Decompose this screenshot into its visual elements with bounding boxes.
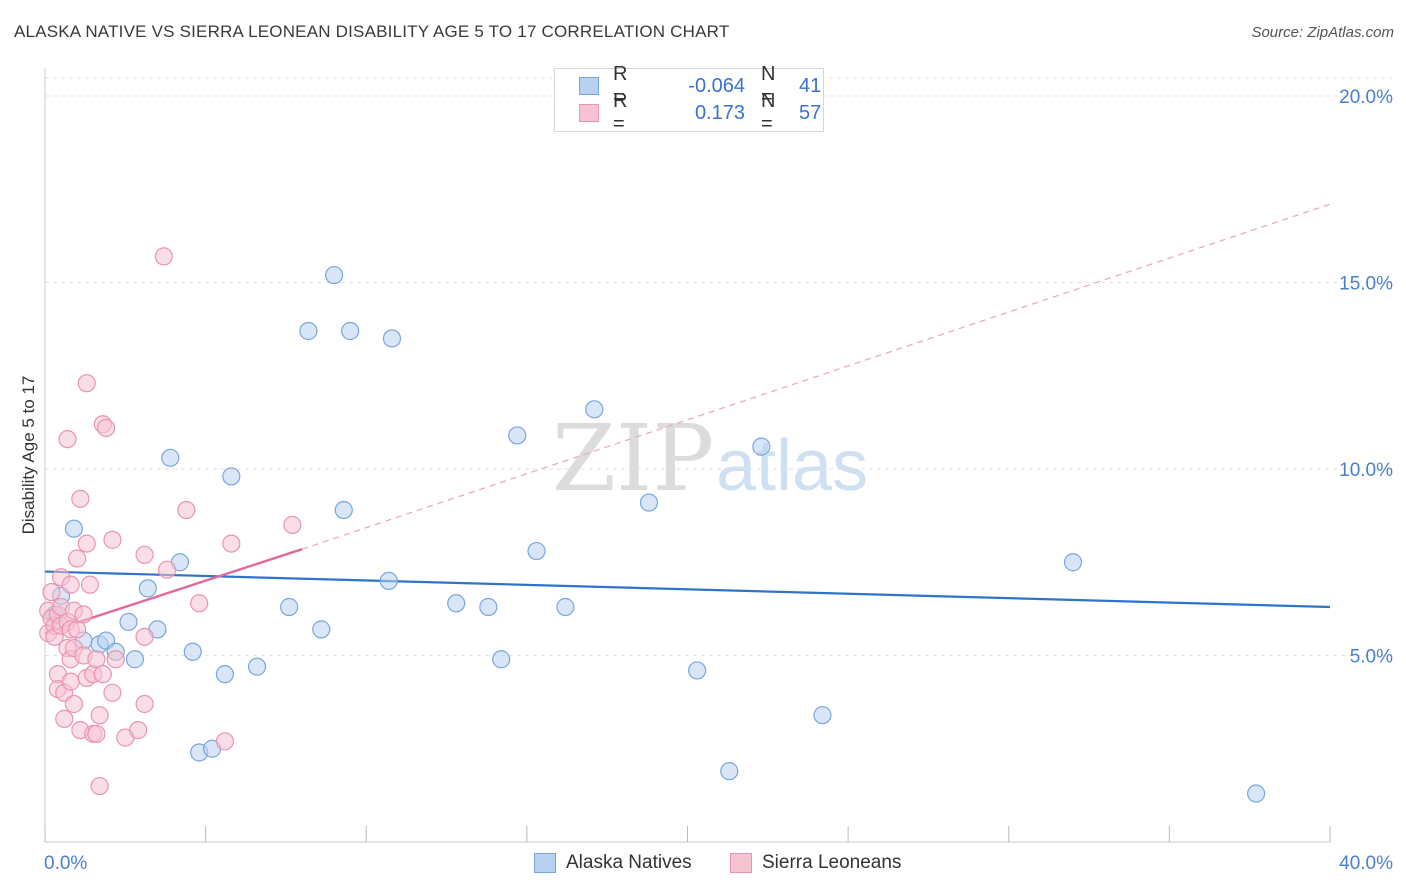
axis-layer	[44, 68, 1331, 843]
legend-n-value: 41	[799, 74, 822, 97]
point-sierra-leonean	[42, 582, 61, 602]
point-sierra-leonean	[215, 732, 234, 751]
point-alaska-native	[639, 493, 659, 512]
point-alaska-native	[479, 597, 498, 617]
points-layer	[39, 247, 1266, 803]
point-alaska-native	[64, 519, 84, 538]
point-alaska-native	[585, 400, 604, 419]
source-label: Source: ZipAtlas.com	[1251, 24, 1394, 41]
point-sierra-leonean	[177, 500, 196, 520]
point-sierra-leonean	[135, 545, 154, 564]
point-sierra-leonean	[74, 605, 93, 624]
point-alaska-native	[334, 500, 353, 520]
trendline-sierra-leoneans-extension	[301, 203, 1331, 550]
x-tick-label: 0.0%	[44, 853, 87, 874]
point-alaska-native	[556, 597, 575, 617]
point-sierra-leonean	[154, 247, 173, 266]
point-alaska-native	[382, 329, 402, 348]
trendline-alaska-natives	[44, 570, 1331, 609]
legend-n-label: N =	[761, 63, 776, 108]
point-sierra-leonean	[96, 418, 116, 438]
label-layer: 5.0% 10.0% 15.0% 20.0% 0.0% 40.0% Disability A…	[19, 87, 1393, 874]
point-alaska-native	[508, 426, 527, 445]
point-sierra-leonean	[64, 694, 84, 714]
watermark-zip: ZIP	[552, 405, 714, 512]
point-alaska-native	[280, 597, 299, 617]
point-alaska-native	[312, 620, 331, 639]
point-alaska-native	[161, 448, 180, 467]
point-alaska-native	[247, 657, 267, 676]
legend-r-value: 0.173	[694, 101, 745, 124]
bottom-legend-swatch-blue	[534, 853, 556, 873]
point-alaska-native	[527, 541, 546, 561]
legend-r-label: R =	[613, 63, 628, 108]
watermark-atlas: atlas	[716, 426, 868, 506]
point-alaska-native	[125, 650, 145, 669]
point-alaska-native	[1247, 784, 1266, 803]
point-sierra-leonean	[283, 515, 302, 535]
point-sierra-leonean	[80, 575, 100, 594]
legend-swatch-pink	[579, 104, 599, 122]
point-sierra-leonean	[135, 694, 154, 714]
legend-n-value: 57	[799, 101, 822, 124]
point-alaska-native	[813, 706, 832, 725]
point-sierra-leonean	[61, 575, 80, 594]
point-sierra-leonean	[90, 776, 109, 796]
point-alaska-native	[447, 594, 466, 613]
point-alaska-native	[138, 579, 157, 598]
point-sierra-leonean	[68, 549, 87, 568]
point-sierra-leonean	[93, 665, 112, 684]
legend-r-label: R =	[613, 90, 628, 135]
bottom-legend-label: Sierra Leoneans	[762, 852, 902, 873]
point-sierra-leonean	[103, 530, 122, 549]
y-tick-label: 20.0%	[1339, 87, 1393, 108]
point-alaska-native	[341, 321, 360, 341]
point-alaska-native	[299, 321, 318, 341]
bottom-legend-label: Alaska Natives	[566, 852, 692, 873]
point-alaska-native	[119, 612, 138, 632]
y-tick-label: 5.0%	[1350, 647, 1393, 668]
legend-swatch-blue	[579, 77, 599, 95]
point-sierra-leonean	[90, 706, 109, 725]
point-sierra-leonean	[77, 374, 96, 393]
point-alaska-native	[1063, 553, 1083, 572]
legend: R = -0.064 N = 41 R = 0.173 N = 57	[554, 63, 824, 135]
point-alaska-native	[215, 665, 234, 684]
point-sierra-leonean	[135, 627, 154, 646]
x-tick-label: 40.0%	[1339, 853, 1393, 874]
point-alaska-native	[222, 467, 241, 486]
point-sierra-leonean	[71, 489, 90, 508]
point-sierra-leonean	[190, 594, 209, 613]
grid-layer	[45, 77, 1392, 656]
y-axis-label: Disability Age 5 to 17	[19, 376, 38, 535]
y-tick-label: 15.0%	[1339, 274, 1393, 295]
watermark: ZIP atlas	[552, 405, 868, 512]
point-alaska-native	[720, 762, 739, 781]
point-sierra-leonean	[61, 672, 80, 691]
bottom-legend-swatch-pink	[730, 853, 752, 873]
point-sierra-leonean	[129, 720, 148, 740]
point-sierra-leonean	[103, 683, 122, 702]
legend-r-value: -0.064	[688, 74, 745, 97]
point-sierra-leonean	[55, 709, 74, 729]
point-sierra-leonean	[87, 724, 106, 743]
point-sierra-leonean	[222, 534, 241, 553]
point-sierra-leonean	[157, 560, 177, 579]
point-alaska-native	[752, 437, 771, 456]
point-sierra-leonean	[106, 650, 125, 669]
point-alaska-native	[379, 571, 398, 591]
point-alaska-native	[183, 642, 202, 661]
point-alaska-native	[688, 661, 707, 680]
point-alaska-native	[325, 265, 344, 285]
legend-n-label: N =	[761, 90, 776, 135]
point-sierra-leonean	[77, 534, 96, 553]
point-sierra-leonean	[58, 430, 77, 449]
y-tick-label: 10.0%	[1339, 460, 1393, 481]
point-alaska-native	[492, 650, 511, 669]
chart-title: ALASKA NATIVE VS SIERRA LEONEAN DISABILI…	[14, 22, 730, 41]
